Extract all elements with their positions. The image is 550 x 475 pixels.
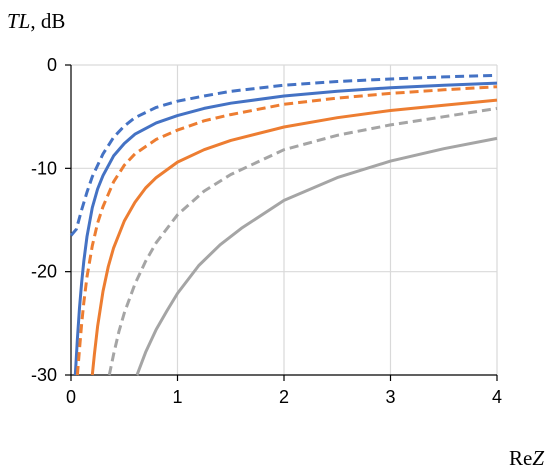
y-tick-label: -30 xyxy=(31,365,57,385)
tick-labels: 0 1 2 3 4 0 -10 -20 -30 xyxy=(31,55,502,407)
y-tick-label: 0 xyxy=(47,55,57,75)
series-line-3 xyxy=(75,85,498,376)
y-axis-title: TL, dB xyxy=(7,9,65,33)
series-line-2 xyxy=(73,81,498,376)
x-tick-label: 0 xyxy=(66,387,76,407)
x-axis-title-prefix: Re xyxy=(509,446,532,470)
axes xyxy=(65,64,498,381)
series-line-1 xyxy=(69,73,498,237)
x-tick-label: 1 xyxy=(172,387,182,407)
y-axis-title-var: TL xyxy=(7,9,30,33)
x-tick-label: 2 xyxy=(279,387,289,407)
x-axis-title: ReZ xyxy=(509,446,544,470)
x-axis-title-var: Z xyxy=(532,446,544,470)
series-line-6 xyxy=(135,136,498,376)
y-tick-label: -20 xyxy=(31,262,57,282)
x-tick-label: 4 xyxy=(492,387,502,407)
y-tick-label: -10 xyxy=(31,158,57,178)
x-tick-label: 3 xyxy=(385,387,395,407)
series-group xyxy=(69,73,498,376)
grid xyxy=(71,64,498,375)
y-axis-title-unit: , dB xyxy=(30,9,65,33)
series-line-5 xyxy=(107,106,498,376)
series-line-4 xyxy=(90,98,498,376)
